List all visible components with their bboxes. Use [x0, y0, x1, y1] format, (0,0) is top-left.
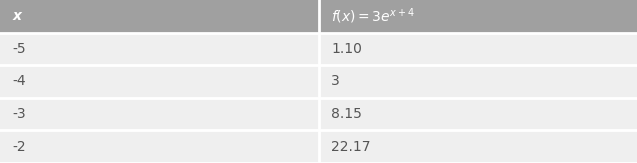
Text: -5: -5 — [13, 42, 26, 56]
Text: 3: 3 — [331, 74, 340, 89]
Bar — [0, 0, 318, 33]
Text: 22.17: 22.17 — [331, 140, 371, 154]
Text: $f(x)=3e^{x+4}$: $f(x)=3e^{x+4}$ — [331, 7, 415, 26]
Text: 8.15: 8.15 — [331, 107, 362, 121]
Text: -4: -4 — [13, 74, 26, 89]
Bar — [318, 98, 637, 130]
Text: x: x — [13, 9, 22, 23]
Bar — [0, 98, 318, 130]
Bar — [318, 130, 637, 163]
Bar — [318, 65, 637, 98]
Bar — [318, 0, 637, 33]
Bar — [0, 65, 318, 98]
Text: 1.10: 1.10 — [331, 42, 362, 56]
Text: -3: -3 — [13, 107, 26, 121]
Text: -2: -2 — [13, 140, 26, 154]
Bar — [0, 33, 318, 65]
Bar — [318, 33, 637, 65]
Bar — [0, 130, 318, 163]
